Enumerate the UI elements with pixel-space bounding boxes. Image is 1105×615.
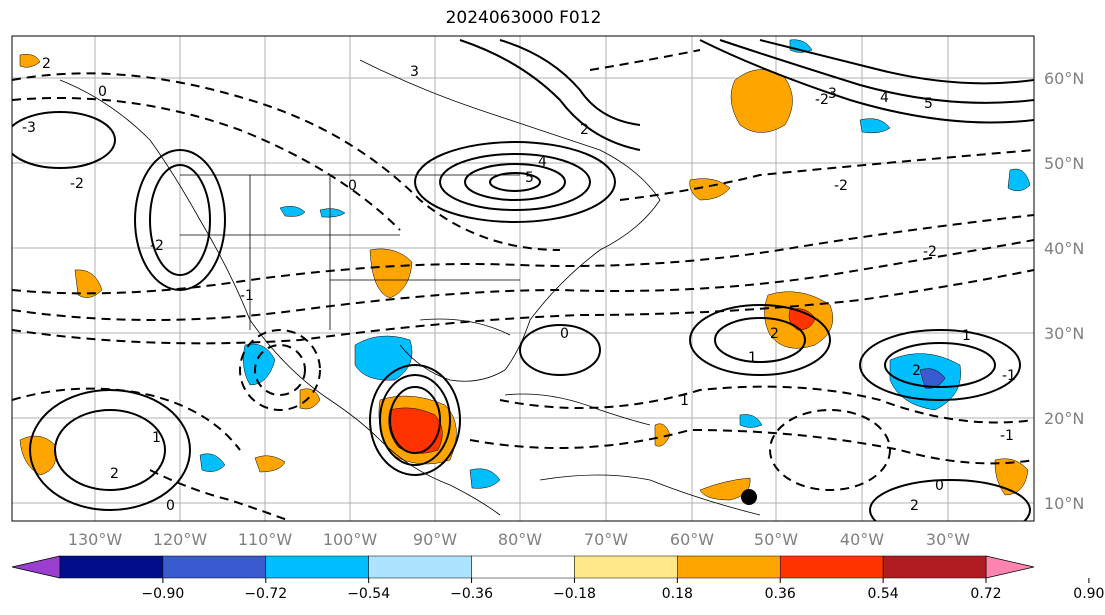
- svg-text:1: 1: [748, 350, 757, 366]
- svg-text:-2: -2: [923, 244, 937, 260]
- svg-text:2: 2: [770, 326, 779, 342]
- svg-text:-2: -2: [150, 238, 164, 254]
- svg-text:60°W: 60°W: [670, 530, 714, 549]
- colorbar-tick-label: 0.72: [970, 586, 1001, 602]
- colorbar-tick-label: 0.18: [662, 586, 693, 602]
- svg-text:-1: -1: [1002, 368, 1016, 384]
- colorbar-tick-label: −0.54: [347, 586, 390, 602]
- svg-text:110°W: 110°W: [238, 530, 293, 549]
- svg-text:3: 3: [410, 64, 419, 80]
- colorbar-over-arrow: [985, 555, 1035, 579]
- svg-text:4: 4: [880, 90, 889, 106]
- colorbar-segment: [368, 555, 472, 579]
- svg-text:90°W: 90°W: [413, 530, 457, 549]
- svg-text:70°W: 70°W: [584, 530, 628, 549]
- svg-text:2: 2: [910, 498, 919, 514]
- svg-text:-1: -1: [240, 288, 254, 304]
- map-area: 2 -3 -2 0 3 4 5 2 -2 3 4 5 -2 -1 0 1 2 -…: [12, 36, 1034, 521]
- svg-text:10°N: 10°N: [1044, 494, 1084, 513]
- colorbar-segment: [265, 555, 369, 579]
- svg-text:4: 4: [538, 154, 547, 170]
- svg-text:0: 0: [348, 178, 357, 194]
- svg-text:1: 1: [962, 328, 971, 344]
- svg-text:-2: -2: [834, 178, 848, 194]
- svg-text:-2: -2: [815, 92, 829, 108]
- svg-text:50°N: 50°N: [1044, 154, 1084, 173]
- colorbar-segment: [574, 555, 678, 579]
- gridlines: [12, 36, 1034, 521]
- map-frame: [11, 35, 1035, 522]
- svg-text:2: 2: [110, 466, 119, 482]
- colorbar: −0.90 −0.72 −0.54 −0.36 −0.18 0.18 0.36 0.54 0.7…: [11, 555, 1104, 602]
- svg-text:3: 3: [828, 86, 837, 102]
- svg-text:30°W: 30°W: [926, 530, 970, 549]
- svg-text:0: 0: [560, 326, 569, 342]
- positive-contours: [12, 39, 1034, 521]
- colorbar-segment: [162, 555, 267, 579]
- svg-text:30°N: 30°N: [1044, 324, 1084, 343]
- svg-text:0: 0: [935, 478, 944, 494]
- colorbar-tick-label: 0.54: [868, 586, 899, 602]
- svg-text:-2: -2: [70, 176, 84, 192]
- svg-text:2: 2: [42, 56, 51, 72]
- svg-text:5: 5: [525, 170, 534, 186]
- negative-contours: [12, 49, 1034, 521]
- colorbar-tick-label: 0.36: [765, 586, 796, 602]
- svg-text:100°W: 100°W: [323, 530, 378, 549]
- colorbar-tick-label: −0.18: [553, 586, 596, 602]
- svg-text:120°W: 120°W: [153, 530, 208, 549]
- colorbar-segment: [677, 555, 781, 579]
- svg-text:5: 5: [924, 96, 933, 112]
- longitude-labels: 130°W 120°W 110°W 100°W 90°W 80°W 70°W 6…: [68, 530, 970, 549]
- svg-text:130°W: 130°W: [68, 530, 123, 549]
- svg-text:40°N: 40°N: [1044, 239, 1084, 258]
- colorbar-segment: [59, 555, 164, 579]
- colorbar-segment: [779, 555, 884, 579]
- svg-text:20°N: 20°N: [1044, 409, 1084, 428]
- svg-text:2: 2: [580, 122, 589, 138]
- latitude-labels: 60°N 50°N 40°N 30°N 20°N 10°N: [1044, 69, 1084, 513]
- contour-labels: 2 -3 -2 0 3 4 5 2 -2 3 4 5 -2 -1 0 1 2 -…: [22, 56, 1016, 514]
- colorbar-segment: [882, 555, 987, 579]
- colorbar-tick-label: −0.36: [450, 586, 493, 602]
- shaded-anomalies: [19, 39, 1031, 501]
- colorbar-segment: [471, 555, 575, 579]
- colorbar-tick-label: −0.90: [141, 586, 184, 602]
- svg-text:40°W: 40°W: [840, 530, 884, 549]
- svg-text:-3: -3: [22, 120, 36, 136]
- svg-text:0: 0: [98, 84, 107, 100]
- colorbar-tick-label: 0.90: [1073, 586, 1104, 602]
- svg-text:2: 2: [912, 363, 921, 379]
- svg-text:50°W: 50°W: [754, 530, 798, 549]
- colorbar-tick-label: −0.72: [244, 586, 287, 602]
- svg-text:60°N: 60°N: [1044, 69, 1084, 88]
- svg-text:1: 1: [152, 430, 161, 446]
- svg-text:80°W: 80°W: [498, 530, 542, 549]
- black-dot-marker: [741, 489, 757, 505]
- colorbar-under-arrow: [11, 555, 61, 579]
- svg-text:-1: -1: [1000, 428, 1014, 444]
- svg-text:1: 1: [680, 393, 689, 409]
- svg-text:0: 0: [166, 498, 175, 514]
- chart-title: 2024063000 F012: [445, 8, 602, 28]
